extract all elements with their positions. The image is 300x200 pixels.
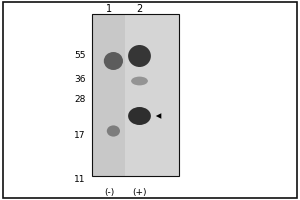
Ellipse shape [131,77,148,85]
Text: 1: 1 [106,4,112,14]
Bar [124,14,178,176]
Text: (-): (-) [104,188,115,196]
Ellipse shape [128,107,151,125]
Text: 28: 28 [74,96,85,104]
Bar [92,14,178,176]
Ellipse shape [104,52,123,70]
Text: 11: 11 [74,176,85,184]
Ellipse shape [128,45,151,67]
Bar [92,14,178,176]
Text: 17: 17 [74,132,85,140]
Ellipse shape [107,125,120,137]
Text: 2: 2 [136,4,142,14]
Text: 55: 55 [74,51,85,60]
Text: (+): (+) [132,188,147,196]
Text: 36: 36 [74,75,85,84]
